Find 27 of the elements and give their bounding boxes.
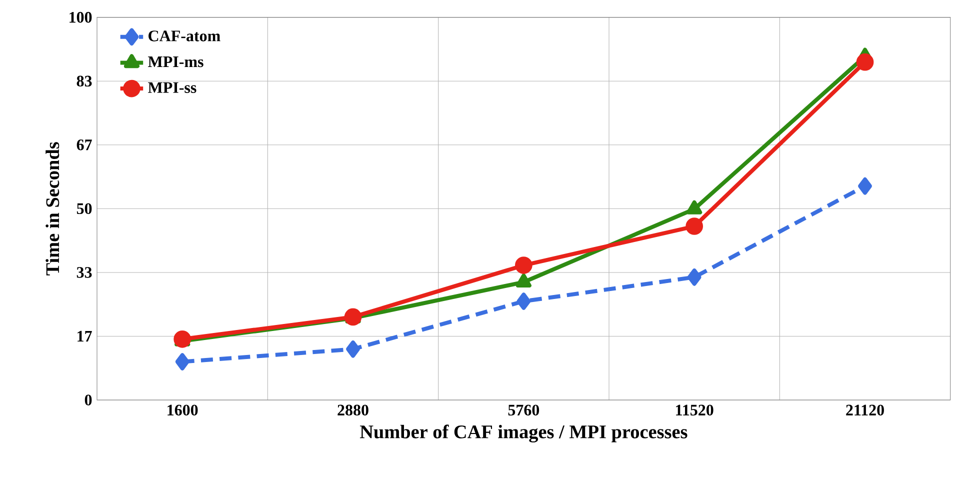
point: [686, 200, 702, 214]
legend-label: MPI-ss: [148, 82, 196, 93]
x-tick-label: 5760: [508, 404, 540, 416]
point: [344, 308, 362, 326]
y-axis-title: Time in Seconds: [46, 142, 60, 276]
point: [515, 256, 532, 274]
point: [346, 340, 360, 358]
y-tick-label: 100: [70, 12, 92, 23]
x-tick-label: 11520: [676, 404, 714, 416]
point: [686, 218, 704, 235]
x-tick-label: 1600: [168, 404, 198, 416]
point: [516, 292, 531, 310]
y-tick-label: 50: [76, 203, 92, 214]
y-tick-label: 33: [76, 267, 92, 278]
x-axis-title: Number of CAF images / MPI processes: [360, 424, 688, 442]
point: [175, 353, 190, 370]
legend-label: MPI-ms: [148, 56, 204, 68]
x-tick-label: 21120: [846, 404, 884, 416]
point: [687, 268, 702, 286]
legend-label: CAF-atom: [148, 30, 220, 42]
point: [858, 177, 872, 195]
y-tick-label: 0: [84, 394, 92, 406]
x-tick-label: 2880: [338, 404, 368, 416]
y-tick-label: 17: [78, 330, 92, 342]
y-tick-label: 83: [76, 76, 92, 87]
point: [856, 53, 874, 71]
y-tick-label: 67: [76, 139, 92, 150]
